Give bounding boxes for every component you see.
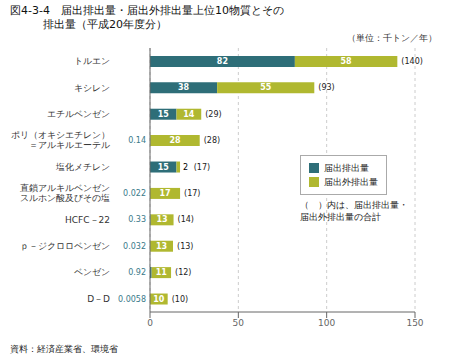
svg-text:(12): (12) bbox=[175, 268, 191, 277]
svg-text:150: 150 bbox=[406, 318, 423, 328]
html-text:（単位：千トン／年）: （単位：千トン／年） bbox=[347, 33, 437, 43]
svg-text:28: 28 bbox=[169, 136, 181, 145]
svg-text:10: 10 bbox=[153, 295, 165, 304]
html-text:排出量（平成20年度分）: 排出量（平成20年度分） bbox=[10, 18, 167, 31]
svg-text:82: 82 bbox=[217, 57, 228, 66]
svg-text:58: 58 bbox=[341, 57, 353, 66]
svg-text:0.33: 0.33 bbox=[128, 215, 146, 224]
svg-text:(13): (13) bbox=[177, 242, 193, 251]
svg-text:15: 15 bbox=[158, 163, 170, 172]
svg-text:(29): (29) bbox=[205, 110, 221, 119]
html-text:届出外排出量: 届出外排出量 bbox=[324, 177, 378, 187]
svg-text:15: 15 bbox=[158, 110, 170, 119]
svg-text:(17): (17) bbox=[194, 163, 210, 172]
svg-text:0.022: 0.022 bbox=[123, 189, 146, 198]
svg-text:(14): (14) bbox=[178, 215, 194, 224]
svg-text:(140): (140) bbox=[401, 57, 423, 66]
svg-text:トルエン: トルエン bbox=[74, 56, 110, 66]
svg-text:55: 55 bbox=[260, 83, 272, 92]
html-text:届出排出量: 届出排出量 bbox=[324, 163, 369, 173]
svg-text:キシレン: キシレン bbox=[74, 83, 110, 93]
svg-text:(17): (17) bbox=[184, 189, 200, 198]
svg-text:100: 100 bbox=[318, 318, 335, 328]
svg-text:HCFC－22: HCFC－22 bbox=[65, 215, 110, 225]
svg-text:2: 2 bbox=[183, 163, 188, 172]
svg-text:0.14: 0.14 bbox=[128, 136, 146, 145]
svg-text:直鎖アルキルベンゼンスルホン酸及びその塩: 直鎖アルキルベンゼンスルホン酸及びその塩 bbox=[20, 183, 110, 203]
svg-text:0.92: 0.92 bbox=[128, 268, 146, 277]
svg-text:0: 0 bbox=[147, 318, 153, 328]
svg-text:11: 11 bbox=[156, 268, 168, 277]
svg-text:13: 13 bbox=[156, 215, 167, 224]
svg-text:D－D: D－D bbox=[87, 294, 110, 304]
svg-text:50: 50 bbox=[233, 318, 245, 328]
svg-text:14: 14 bbox=[183, 110, 195, 119]
svg-text:17: 17 bbox=[159, 189, 170, 198]
svg-text:(93): (93) bbox=[318, 83, 334, 92]
svg-text:13: 13 bbox=[156, 242, 167, 251]
html-text:（ ）内は、届出排出量・: （ ）内は、届出排出量・ bbox=[300, 200, 408, 210]
svg-text:0.032: 0.032 bbox=[123, 242, 146, 251]
svg-text:エチルベンゼン: エチルベンゼン bbox=[47, 109, 110, 119]
svg-text:(28): (28) bbox=[204, 136, 220, 145]
svg-text:塩化メチレン: 塩化メチレン bbox=[55, 162, 110, 172]
svg-text:ベンゼン: ベンゼン bbox=[74, 267, 110, 277]
svg-text:0.0058: 0.0058 bbox=[118, 295, 146, 304]
svg-text:ポリ（オキシエチレン）＝アルキルエーテル: ポリ（オキシエチレン）＝アルキルエーテル bbox=[11, 130, 110, 150]
html-text:図4-3-4 届出排出量・届出外排出量上位10物質とその: 図4-3-4 届出排出量・届出外排出量上位10物質とその bbox=[10, 4, 284, 17]
html-text:届出外排出量の合計: 届出外排出量の合計 bbox=[300, 212, 381, 222]
svg-text:(10): (10) bbox=[172, 295, 188, 304]
html-text:資料：経済産業省、環境省: 資料：経済産業省、環境省 bbox=[10, 344, 118, 354]
svg-text:ｐ－ジクロロベンゼン: ｐ－ジクロロベンゼン bbox=[20, 241, 110, 251]
svg-text:38: 38 bbox=[178, 83, 190, 92]
